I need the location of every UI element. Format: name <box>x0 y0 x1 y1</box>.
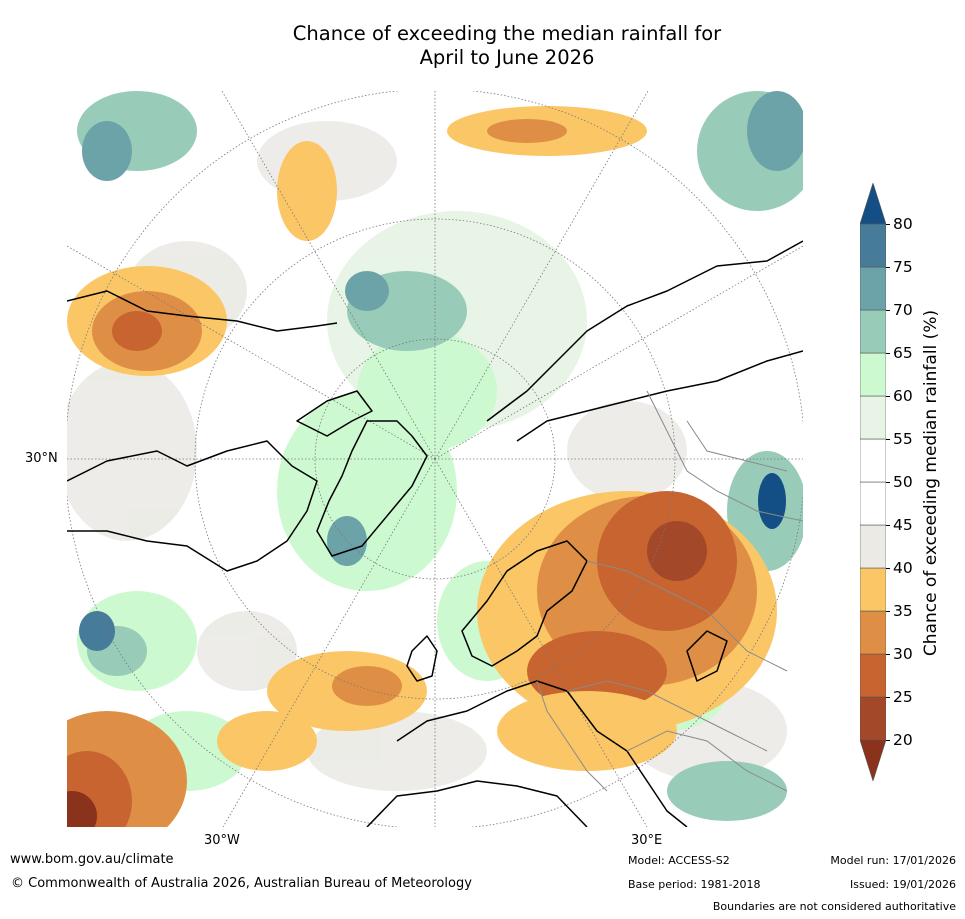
colorbar-band <box>860 395 886 440</box>
colorbar-band <box>860 266 886 311</box>
greenland-coast <box>316 420 428 557</box>
caspian-coast <box>686 630 728 682</box>
footer-issued: Issued: 19/01/2026 <box>849 878 956 891</box>
colorbar-band <box>860 567 886 612</box>
colorbar-tick-label: 80 <box>893 215 913 233</box>
footer-base-period: Base period: 1981-2018 <box>628 878 761 891</box>
map-title: Chance of exceeding the median rainfall … <box>207 22 807 70</box>
north-america-coast <box>67 440 318 572</box>
scandinavia-coast <box>461 540 588 667</box>
uk-coast <box>406 635 438 682</box>
colorbar-tick-mark <box>886 568 890 569</box>
colorbar-band <box>860 438 886 483</box>
colorbar-band <box>860 653 886 698</box>
title-line-2: April to June 2026 <box>419 46 595 69</box>
colorbar-tick-label: 70 <box>893 301 913 319</box>
colorbar-band <box>860 481 886 526</box>
colorbar-tick-label: 40 <box>893 559 913 577</box>
rainfall-map <box>67 91 803 827</box>
africa-coast <box>366 780 588 827</box>
colorbar-band <box>860 223 886 268</box>
colorbar-tick-label: 35 <box>893 602 913 620</box>
siberia-coast-2 <box>516 350 803 442</box>
colorbar-tick-label: 65 <box>893 344 913 362</box>
colorbar-tick-mark <box>886 482 890 483</box>
colorbar-tick-mark <box>886 439 890 440</box>
colorbar-band <box>860 524 886 569</box>
footer-copyright: © Commonwealth of Australia 2026, Austra… <box>11 876 472 891</box>
canadian-islands <box>296 390 373 437</box>
colorbar-under-arrow <box>860 739 886 781</box>
colorbar-tick-mark <box>886 654 890 655</box>
footer-model: Model: ACCESS-S2 <box>628 854 730 867</box>
colorbar-tick-label: 30 <box>893 645 913 663</box>
colorbar-band <box>860 610 886 655</box>
colorbar-label: Chance of exceeding median rainfall (%) <box>921 309 941 657</box>
map-canvas <box>67 91 803 827</box>
colorbar-band <box>860 309 886 354</box>
title-line-1: Chance of exceeding the median rainfall … <box>292 22 722 45</box>
colorbar-tick-label: 20 <box>893 731 913 749</box>
lat-label-30n: 30°N <box>25 451 58 466</box>
siberia-coast <box>486 240 803 422</box>
alaska-coast <box>67 290 338 332</box>
footer-model-run: Model run: 17/01/2026 <box>830 854 956 867</box>
colorbar-tick-label: 45 <box>893 516 913 534</box>
colorbar-tick-mark <box>886 740 890 741</box>
colorbar-tick-mark <box>886 310 890 311</box>
graticule <box>67 91 803 827</box>
colorbar-tick-mark <box>886 525 890 526</box>
colorbar-tick-mark <box>886 267 890 268</box>
colorbar-tick-label: 25 <box>893 688 913 706</box>
colorbar <box>860 183 886 781</box>
colorbar-band <box>860 352 886 397</box>
colorbar-tick-label: 55 <box>893 430 913 448</box>
colorbar-tick-label: 75 <box>893 258 913 276</box>
colorbar-tick-label: 60 <box>893 387 913 405</box>
colorbar-over-arrow <box>860 183 886 225</box>
colorbar-tick-mark <box>886 224 890 225</box>
footer-disclaimer: Boundaries are not considered authoritat… <box>712 900 956 913</box>
lon-label-30w: 30°W <box>204 833 240 848</box>
lon-label-30e: 30°E <box>631 833 663 848</box>
colorbar-tick-mark <box>886 697 890 698</box>
footer-website[interactable]: www.bom.gov.au/climate <box>10 852 174 867</box>
colorbar-tick-label: 50 <box>893 473 913 491</box>
colorbar-tick-mark <box>886 353 890 354</box>
colorbar-tick-mark <box>886 396 890 397</box>
colorbar-band <box>860 696 886 741</box>
dry-patches <box>67 106 777 827</box>
colorbar-tick-mark <box>886 611 890 612</box>
country-borders <box>536 390 803 792</box>
